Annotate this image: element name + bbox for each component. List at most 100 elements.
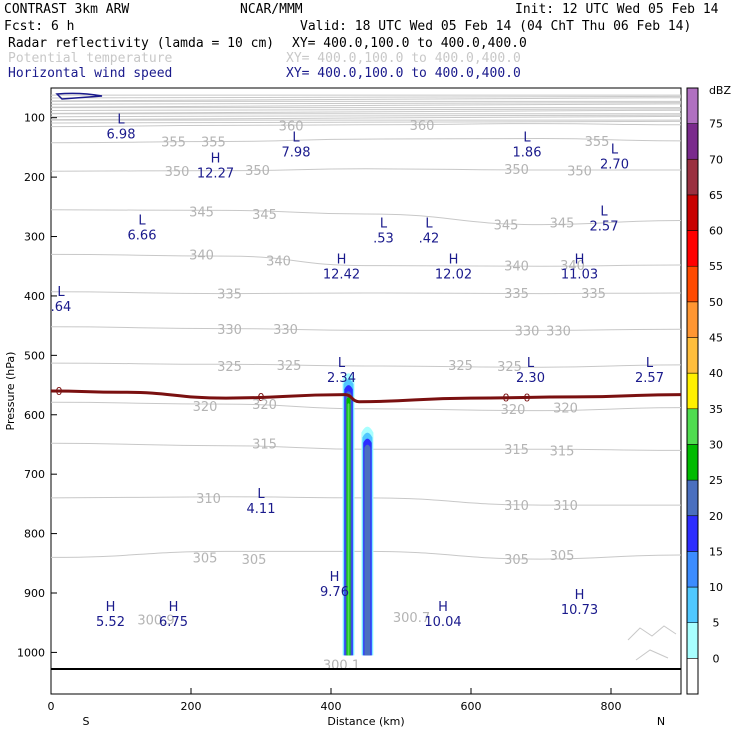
colorbar-swatch: [686, 479, 699, 516]
theta-label: 360: [410, 119, 435, 134]
theta-label: 315: [550, 444, 575, 459]
wind-extremum-kind: L: [523, 131, 531, 146]
wind-extremum-kind: L: [138, 214, 146, 229]
y-tick-label: 200: [24, 171, 45, 184]
theta-label: 335: [504, 287, 529, 302]
y-tick-label: 900: [24, 587, 45, 600]
y-tick-label: 100: [24, 112, 45, 125]
x-tick-label: 0: [48, 700, 55, 713]
colorbar-swatch: [686, 337, 699, 374]
colorbar-tick-label: 75: [709, 118, 723, 131]
wind-extremum-value: 10.04: [424, 615, 461, 630]
theta-label: 325: [217, 360, 242, 375]
colorbar-tick-label: 70: [709, 153, 723, 166]
colorbar-tick-label: 15: [709, 545, 723, 558]
wind-extremum-value: 4.11: [247, 502, 276, 517]
colorbar-swatch: [686, 515, 699, 552]
upper-isoline: [50, 94, 682, 97]
colorbar-tick-label: 10: [709, 581, 723, 594]
theta-label: 350: [245, 164, 270, 179]
wind-extremum-value: 2.30: [516, 371, 545, 386]
colorbar-tick-label: 20: [709, 510, 723, 523]
wind-extremum-value: .42: [419, 232, 440, 247]
theta-label: 300.9: [137, 614, 174, 629]
theta-label: 330: [273, 323, 298, 338]
header-init: Init: 12 UTC Wed 05 Feb 14: [515, 2, 719, 17]
theta-label: 330: [217, 323, 242, 338]
reflectivity-cell-1-20dbz: [364, 444, 371, 656]
wind-extremum-value: .53: [373, 232, 394, 247]
theta-label: 310: [196, 492, 221, 507]
colorbar-swatch: [686, 658, 699, 695]
wind-extremum-value: 10.73: [561, 603, 598, 618]
colorbar-frame: [686, 87, 699, 695]
upper-isoline: [50, 95, 682, 99]
wind-extremum-value: 12.27: [197, 166, 234, 181]
x-axis: 0 200 400 600 800: [48, 688, 622, 713]
wind-extremum-kind: H: [106, 600, 116, 615]
upper-isoline: [50, 120, 682, 124]
colorbar-swatch: [686, 265, 699, 303]
colorbar-tick-label: 0: [713, 652, 720, 665]
colorbar-swatch: [686, 194, 699, 231]
upper-isoline: [50, 100, 682, 103]
y-tick-label: 300: [24, 231, 45, 244]
wind-extremum-value: .64: [51, 300, 72, 315]
header: CONTRAST 3km ARW NCAR/MMM Init: 12 UTC W…: [4, 2, 719, 81]
wind-extremum-value: 2.57: [590, 220, 619, 235]
wind-extremum-value: 6.66: [128, 229, 157, 244]
colorbar-tick-label: 40: [709, 367, 723, 380]
theta-label: 315: [504, 443, 529, 458]
theta-label: 320: [252, 398, 277, 413]
field-xy-theta: XY= 400.0,100.0 to 400.0,400.0: [286, 51, 521, 66]
y-tick-label: 700: [24, 468, 45, 481]
theta-label: 340: [560, 259, 585, 274]
wind-extremum-value: 11.03: [561, 267, 598, 282]
wind-extremum-kind: L: [425, 217, 433, 232]
theta-label: 350: [504, 163, 529, 178]
freezing-level-label: 0: [56, 385, 63, 398]
wind-extremum-value: 2.70: [600, 157, 629, 172]
theta-label: 350: [165, 165, 190, 180]
y-tick-label: 1000: [17, 646, 45, 659]
freezing-level: 0 0 0 0: [50, 385, 682, 405]
colorbar-tick-label: 50: [709, 296, 723, 309]
x-tick-label: 800: [601, 700, 622, 713]
wind-extremum-kind: L: [600, 205, 608, 220]
x-tick-label: 600: [461, 700, 482, 713]
theta-label: 320: [501, 403, 526, 418]
colorbar: 0 5 10 15 20 25 30 35 40 45 50 55 60 65 70 75: [686, 87, 723, 695]
colorbar-swatch: [686, 87, 699, 124]
wind-extremum-kind: H: [575, 588, 585, 603]
theta-label: 355: [201, 136, 226, 151]
header-valid: Valid: 18 UTC Wed 05 Feb 14 (04 ChT Thu …: [300, 19, 691, 34]
theta-label: 305: [242, 553, 267, 568]
wind-contour-top-left: [55, 92, 103, 100]
colorbar-swatch: [686, 408, 699, 445]
y-axis-label: Pressure (hPa): [4, 352, 17, 431]
wind-extremum-kind: L: [646, 356, 654, 371]
freezing-level-line: [50, 389, 682, 404]
wind-extremum-kind: L: [117, 113, 125, 128]
theta-label: 300.1: [323, 658, 360, 673]
freezing-level-label: 0: [258, 391, 265, 404]
wind-extremum-value: 1.86: [513, 146, 542, 161]
colorbar-tick-label: 45: [709, 332, 723, 345]
wind-extremum-value: 12.42: [323, 267, 360, 282]
colorbar-swatch: [686, 551, 699, 588]
y-tick-label: 800: [24, 528, 45, 541]
upper-isoline: [50, 108, 682, 111]
theta-label: 305: [550, 549, 575, 564]
freezing-level-label: 0: [524, 392, 531, 405]
colorbar-tick-label: 25: [709, 474, 723, 487]
y-tick-label: 600: [24, 409, 45, 422]
colorbar-tick-label: 60: [709, 225, 723, 238]
wind-extremum-kind: H: [449, 252, 459, 267]
colorbar-tick-label: 5: [713, 617, 720, 630]
x-end-label-north: N: [657, 715, 665, 728]
field-xy-reflectivity: XY= 400.0,100.0 to 400.0,400.0: [292, 36, 527, 51]
field-name-theta: Potential temperature: [8, 51, 173, 66]
wind-extremum-value: 9.76: [320, 585, 349, 600]
upper-isoline: [50, 114, 682, 118]
header-forecast: Fcst: 6 h: [4, 19, 74, 34]
